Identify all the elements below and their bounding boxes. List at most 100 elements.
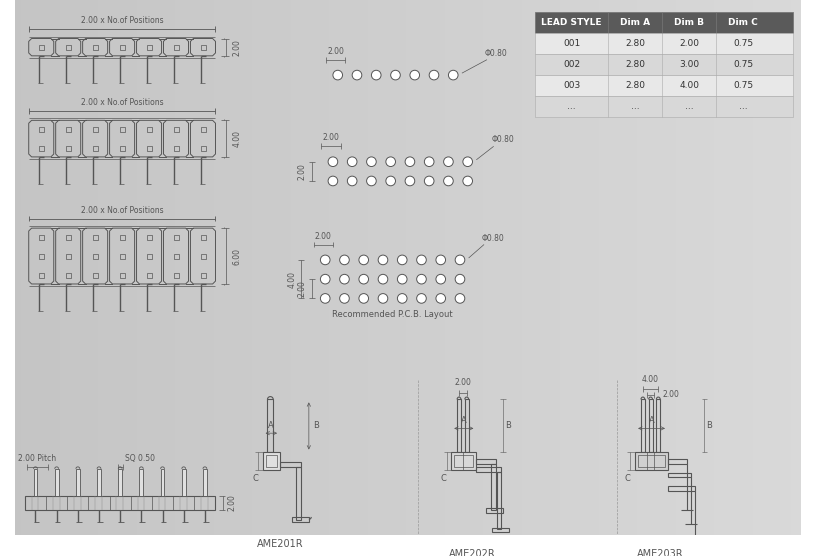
Bar — [188, 0, 189, 535]
Circle shape — [397, 294, 407, 303]
Bar — [455, 0, 456, 535]
Bar — [710, 0, 712, 535]
Bar — [201, 127, 206, 132]
Bar — [203, 469, 206, 496]
Bar — [210, 0, 211, 535]
Bar — [535, 54, 793, 75]
Bar — [54, 0, 55, 535]
Bar — [649, 400, 653, 453]
Bar — [197, 0, 198, 535]
Bar — [490, 0, 492, 535]
Bar — [79, 0, 80, 535]
Bar — [76, 0, 77, 535]
Bar — [409, 0, 410, 535]
Circle shape — [321, 255, 330, 265]
Bar — [554, 0, 555, 535]
Bar — [610, 0, 611, 535]
Bar — [750, 0, 751, 535]
Bar — [284, 0, 285, 535]
Bar — [477, 467, 501, 471]
Bar — [763, 0, 764, 535]
Circle shape — [463, 176, 472, 186]
Bar — [75, 0, 76, 535]
Bar — [174, 127, 179, 132]
Bar — [397, 0, 398, 535]
Bar — [722, 0, 723, 535]
Bar — [77, 0, 78, 535]
Bar — [93, 235, 98, 240]
Circle shape — [333, 70, 343, 80]
Bar — [535, 0, 536, 535]
Bar — [228, 0, 229, 535]
Bar — [101, 0, 102, 535]
Bar — [514, 0, 515, 535]
Bar — [635, 0, 636, 535]
Circle shape — [366, 157, 376, 167]
Bar — [136, 0, 138, 535]
Bar — [29, 0, 31, 535]
Bar — [185, 0, 187, 535]
Bar — [512, 0, 513, 535]
Bar — [741, 0, 742, 535]
Bar — [754, 0, 755, 535]
Bar — [93, 45, 98, 50]
Text: 4.00: 4.00 — [233, 130, 242, 147]
Bar — [184, 0, 185, 535]
Bar — [151, 0, 152, 535]
Circle shape — [386, 176, 396, 186]
Text: 2.00: 2.00 — [322, 133, 339, 142]
Bar — [379, 0, 380, 535]
Text: A: A — [268, 421, 274, 430]
Bar — [720, 0, 721, 535]
Bar — [667, 0, 668, 535]
Bar — [285, 0, 286, 535]
Bar — [568, 0, 569, 535]
Bar — [691, 0, 692, 535]
Bar — [678, 0, 680, 535]
Bar — [280, 0, 281, 535]
Bar — [683, 0, 685, 535]
Bar — [147, 146, 152, 151]
Bar — [573, 0, 574, 535]
Bar — [128, 0, 129, 535]
Bar — [66, 274, 71, 278]
Text: B: B — [707, 421, 712, 430]
Bar — [198, 0, 199, 535]
Bar — [771, 0, 772, 535]
Bar — [176, 0, 177, 535]
Circle shape — [436, 255, 446, 265]
Bar — [595, 0, 596, 535]
Bar — [729, 0, 730, 535]
Bar — [777, 0, 778, 535]
Bar — [39, 146, 44, 151]
Bar — [279, 0, 280, 535]
Bar — [205, 0, 206, 535]
Bar — [201, 0, 202, 535]
Bar — [713, 0, 714, 535]
Bar — [267, 0, 268, 535]
Bar — [338, 0, 339, 535]
Bar — [755, 0, 756, 535]
Bar — [199, 0, 200, 535]
Bar — [163, 0, 165, 535]
Bar — [303, 0, 304, 535]
Bar — [146, 0, 147, 535]
Bar — [123, 0, 124, 535]
Bar — [536, 0, 537, 535]
Bar — [790, 0, 792, 535]
Bar — [39, 0, 40, 535]
Circle shape — [436, 274, 446, 284]
Bar — [500, 0, 501, 535]
Bar — [377, 0, 378, 535]
Bar — [434, 0, 435, 535]
Bar — [795, 0, 796, 535]
Text: 2.80: 2.80 — [625, 60, 645, 69]
Bar — [490, 464, 495, 510]
Bar — [152, 0, 153, 535]
Bar — [486, 0, 487, 535]
Bar — [332, 0, 333, 535]
Bar — [126, 0, 127, 535]
Bar — [578, 0, 579, 535]
Bar — [618, 0, 619, 535]
Bar — [351, 0, 353, 535]
